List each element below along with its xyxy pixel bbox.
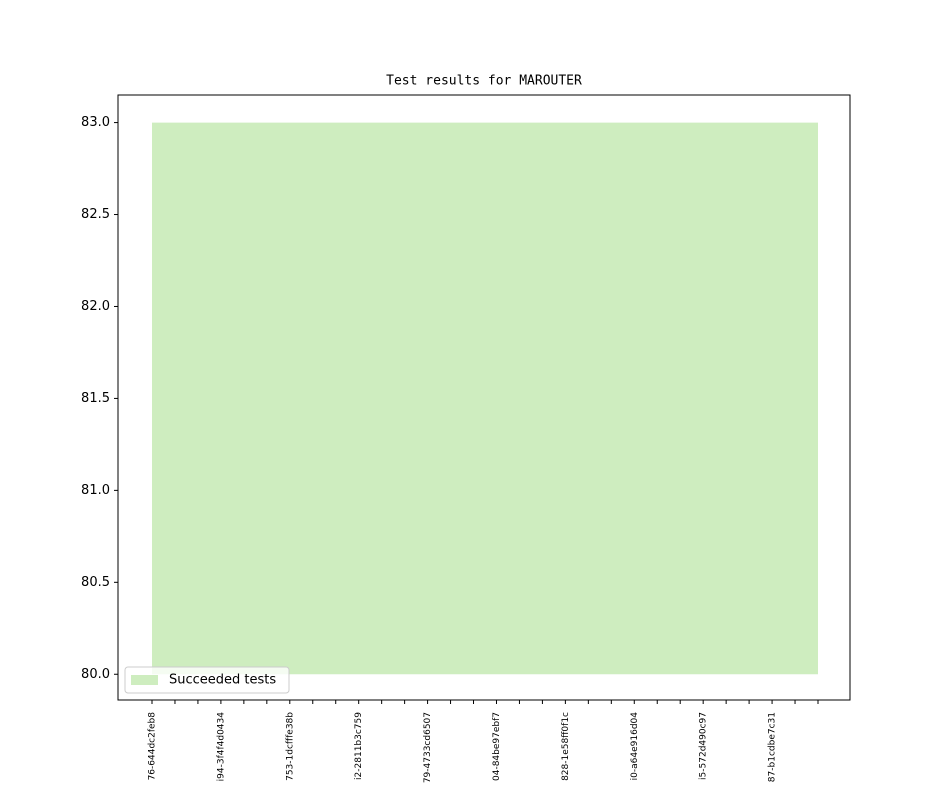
y-tick-label: 82.0 <box>81 299 110 314</box>
x-tick-label: 87-b1cdbe7c31 <box>768 712 778 782</box>
legend-box <box>124 666 290 694</box>
x-tick-label: i94-3f4f4d0434 <box>216 712 226 782</box>
y-tick-label: 80.5 <box>81 575 110 590</box>
legend: Succeeded tests <box>124 666 290 694</box>
x-tick-label: i5-572d490c97 <box>699 712 709 780</box>
x-tick-label: 79-4733cd6507 <box>423 712 433 783</box>
x-tick-label: 828-1e58ff0f1c <box>561 712 571 781</box>
axes-frame <box>117 94 851 701</box>
y-tick-label: 82.5 <box>81 207 110 222</box>
y-tick-label: 81.0 <box>81 483 110 498</box>
area <box>152 122 818 675</box>
legend-swatch <box>131 675 158 685</box>
x-tick-label: 04-84be97ebf7 <box>492 712 502 781</box>
chart-title: Test results for MAROUTER <box>386 74 582 89</box>
x-tick-label: i0-a64e916d04 <box>630 712 640 781</box>
x-tick-label: 753-1dcfffe38b <box>285 712 295 781</box>
y-tick-label: 81.5 <box>81 391 110 406</box>
legend-label: Succeeded tests <box>169 673 276 688</box>
y-tick-label: 83.0 <box>81 115 110 130</box>
x-tick-label: i2-2811b3c759 <box>354 712 364 780</box>
x-tick-label: 76-644dc2feb8 <box>148 712 158 781</box>
y-tick-label: 80.0 <box>81 667 110 682</box>
